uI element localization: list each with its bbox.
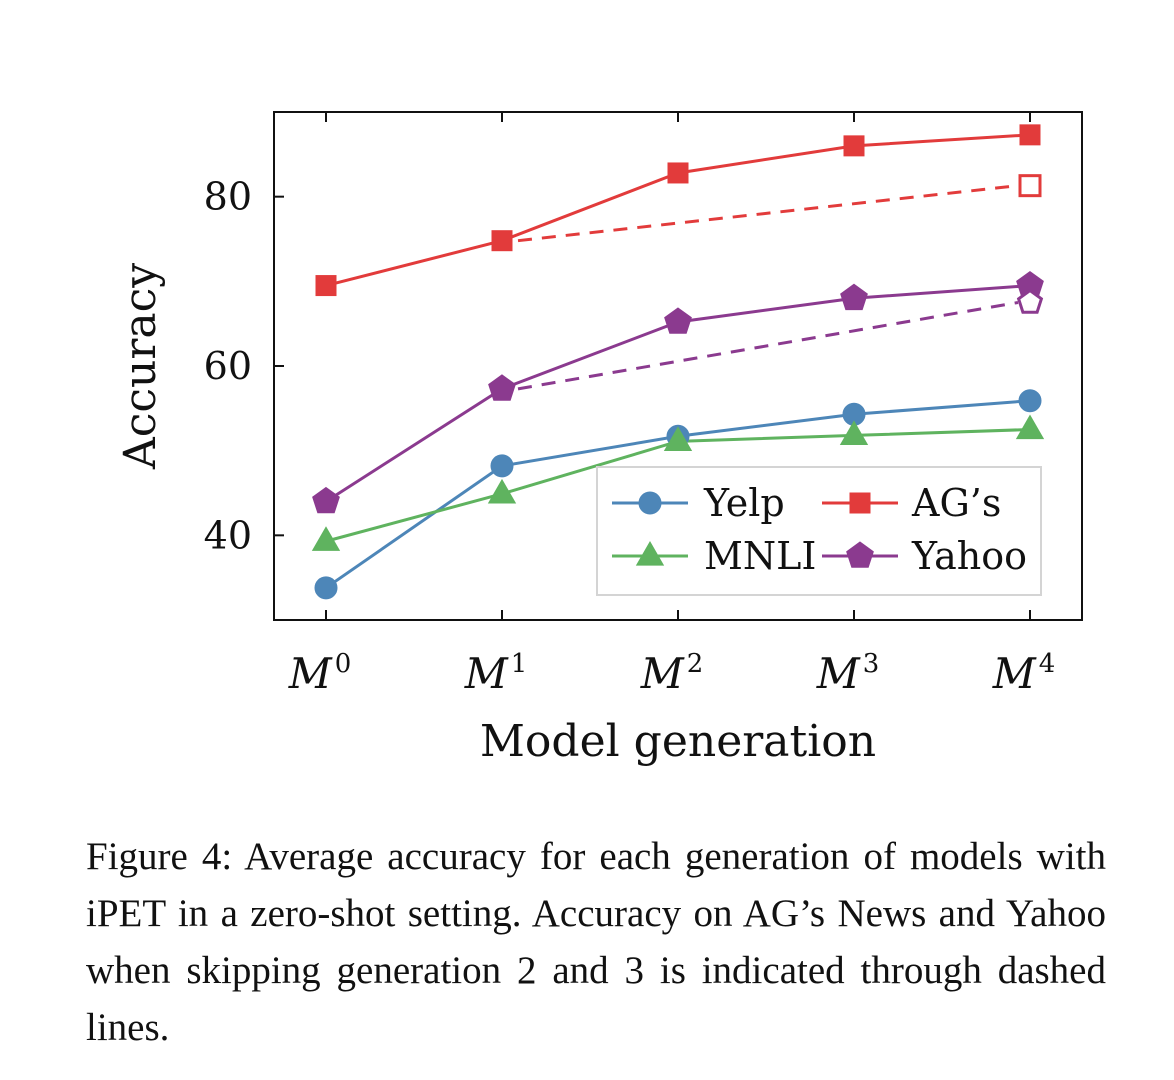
y-tick-label: 80 <box>204 175 252 219</box>
legend-ags-marker <box>849 492 871 514</box>
series-ags-line <box>325 133 1031 288</box>
series-ags-point <box>667 162 689 184</box>
caption-label: Figure 4: <box>86 835 233 878</box>
series-yelp-point <box>1018 389 1042 413</box>
legend-yahoo-marker <box>846 541 874 568</box>
legend-mnli-label: MNLI <box>704 534 816 578</box>
series-mnli-point <box>1015 414 1045 440</box>
legend-yelp-marker <box>638 491 662 515</box>
series-mnli-point <box>839 420 869 446</box>
series-ags-point <box>843 135 865 157</box>
series-yelp-point <box>314 576 338 600</box>
series-yahoo-point <box>840 283 868 311</box>
series-markers <box>311 124 1045 600</box>
legend-ags-label: AG’s <box>911 481 1001 525</box>
y-tick-label: 40 <box>204 513 252 557</box>
legend-box <box>596 466 1042 596</box>
series-ags-skip-point <box>1018 174 1042 198</box>
y-axis: 40 60 80 <box>204 175 284 557</box>
series-mnli-point <box>311 526 341 551</box>
caption-text: Average accuracy for each generation of … <box>86 835 1106 1049</box>
legend-mnli-marker <box>635 540 665 566</box>
series-yahoo-skip-point <box>1016 288 1044 314</box>
series-ags-dashed-line <box>517 184 1019 243</box>
series-yahoo-point <box>312 486 340 514</box>
series-mnli-point <box>487 478 517 504</box>
legend: Yelp AG’s MNLI Yahoo <box>596 466 1042 596</box>
series-ags-point <box>491 230 513 252</box>
series-mnli-point <box>663 426 693 451</box>
series-ags-point <box>315 275 337 297</box>
y-tick-label: 60 <box>204 344 252 388</box>
y-axis-title: Accuracy <box>115 263 166 470</box>
legend-yelp-label: Yelp <box>703 481 785 525</box>
figure-caption: Figure 4: Average accuracy for each gene… <box>86 828 1106 1056</box>
series-yahoo-point <box>664 307 692 334</box>
series-ags-point <box>1019 124 1041 146</box>
series-yahoo-point <box>488 374 516 401</box>
legend-yahoo-label: Yahoo <box>911 534 1027 578</box>
series-yelp-point <box>490 454 514 478</box>
series-yahoo-dashed-line <box>517 301 1019 391</box>
x-axis-title: Model generation <box>480 716 876 767</box>
